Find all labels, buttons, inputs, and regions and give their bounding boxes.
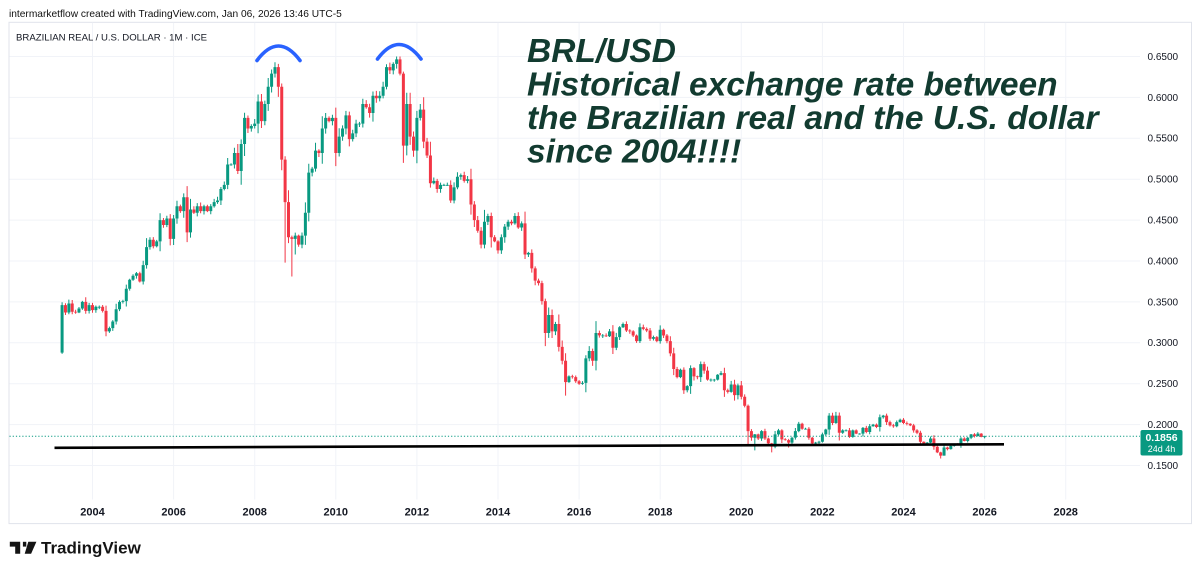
svg-text:2016: 2016 <box>567 507 591 519</box>
svg-text:2012: 2012 <box>405 507 429 519</box>
svg-text:0.3500: 0.3500 <box>1148 297 1179 308</box>
svg-text:0.5000: 0.5000 <box>1148 175 1179 186</box>
svg-text:0.6000: 0.6000 <box>1148 93 1179 104</box>
svg-text:BRAZILIAN REAL / U.S. DOLLAR ·: BRAZILIAN REAL / U.S. DOLLAR · 1M · ICE <box>16 33 207 44</box>
svg-text:TradingView: TradingView <box>41 539 142 558</box>
svg-text:2004: 2004 <box>80 507 105 519</box>
svg-text:0.2000: 0.2000 <box>1148 420 1179 431</box>
svg-text:24d 4h: 24d 4h <box>1148 444 1176 454</box>
svg-text:0.5500: 0.5500 <box>1148 134 1179 145</box>
svg-text:2022: 2022 <box>810 507 834 519</box>
svg-text:2018: 2018 <box>648 507 672 519</box>
svg-text:0.3000: 0.3000 <box>1148 338 1179 349</box>
svg-text:0.1856: 0.1856 <box>1145 432 1177 444</box>
svg-text:Historical exchange rate betwe: Historical exchange rate between <box>527 67 1058 104</box>
svg-text:since 2004!!!!: since 2004!!!! <box>527 134 741 171</box>
svg-text:the Brazilian real and the U.S: the Brazilian real and the U.S. dollar <box>527 100 1100 137</box>
svg-text:intermarketflow created with T: intermarketflow created with TradingView… <box>9 9 342 20</box>
svg-text:2014: 2014 <box>486 507 511 519</box>
svg-text:0.4500: 0.4500 <box>1148 216 1179 227</box>
svg-text:2024: 2024 <box>891 507 916 519</box>
svg-text:0.1500: 0.1500 <box>1148 461 1179 472</box>
svg-text:0.2500: 0.2500 <box>1148 379 1179 390</box>
svg-text:2008: 2008 <box>242 507 266 519</box>
svg-text:BRL/USD: BRL/USD <box>527 33 676 70</box>
svg-text:2020: 2020 <box>729 507 753 519</box>
svg-text:2026: 2026 <box>972 507 996 519</box>
svg-text:2028: 2028 <box>1053 507 1077 519</box>
svg-text:0.6500: 0.6500 <box>1148 52 1179 63</box>
svg-text:2010: 2010 <box>324 507 348 519</box>
svg-text:0.4000: 0.4000 <box>1148 256 1179 267</box>
svg-text:2006: 2006 <box>161 507 185 519</box>
